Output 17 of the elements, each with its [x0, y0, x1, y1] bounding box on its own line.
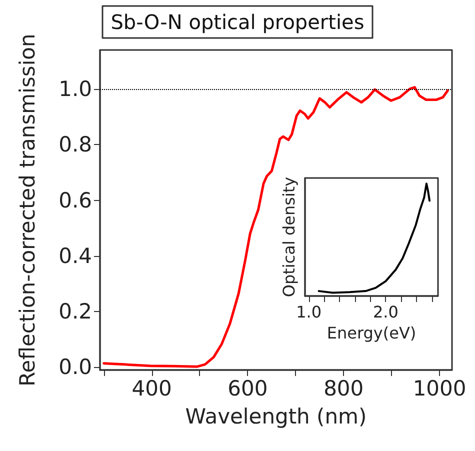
y-tick-label: 0.8	[58, 132, 92, 157]
y-tick-label: 1.0	[58, 76, 92, 101]
x-axis-title: Energy(eV)	[326, 323, 416, 342]
y-tick-label: 0.6	[58, 188, 92, 212]
x-tick-label: 1000	[412, 376, 466, 400]
x-axis-title: Wavelength (nm)	[185, 404, 367, 428]
x-tick-label: 800	[324, 376, 364, 400]
x-tick-label: 2.0	[372, 302, 398, 322]
y-tick-label: 0.0	[58, 355, 92, 380]
y-axis-title: Optical density	[280, 176, 298, 298]
y-tick-label: 0.2	[58, 300, 92, 324]
x-tick-label: 400	[132, 376, 172, 400]
chart-title: Sb-O-N optical properties	[110, 10, 364, 34]
y-tick-label: 0.4	[58, 244, 92, 268]
x-tick-label: 600	[228, 376, 268, 400]
y-axis-title: Reflection-corrected transmission	[16, 34, 40, 386]
line-series	[102, 86, 449, 368]
